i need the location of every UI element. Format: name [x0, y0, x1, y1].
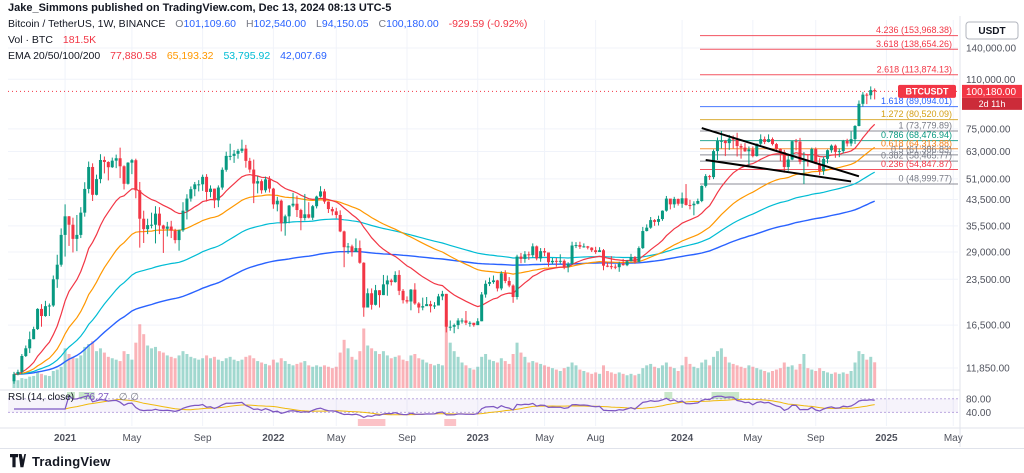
rsi-pane-layer [0, 389, 960, 426]
time-axis-label: Sep [807, 433, 825, 444]
brand-wordmark[interactable]: TradingView [32, 453, 111, 469]
fib-label: 0.236 (54,847.87) [881, 159, 952, 169]
close-value: 100,180.00 [386, 18, 439, 30]
svg-text:100,180.00: 100,180.00 [966, 87, 1016, 98]
volume-layer [12, 320, 877, 388]
trendline [701, 127, 860, 178]
attribution-text: Jake_Simmons published on TradingView.co… [8, 2, 392, 14]
time-axis-label: 2025 [875, 433, 898, 444]
time-axis-label: Sep [398, 433, 416, 444]
open-value: 101,109.60 [183, 18, 237, 30]
bar-countdown-badge [962, 97, 1022, 110]
tradingview-logo-icon[interactable] [10, 454, 26, 468]
ema-label: EMA 20/50/100/200 [8, 50, 101, 62]
change-value: -929.59 (-0.92%) [448, 18, 528, 30]
price-axis-label: 43,500.00 [966, 195, 1011, 206]
price-axis-label: 16,500.00 [966, 321, 1011, 332]
price-axis-label: 11,850.00 [966, 364, 1010, 375]
price-axis-label: 29,000.00 [966, 248, 1011, 259]
fib-label: 3.618 (138,654.26) [876, 39, 952, 49]
ema20-value: 77,880.58 [110, 50, 157, 62]
time-axis[interactable]: 2021 May Sep 2022 May Sep 2023 May Aug 2024 May Sep… [0, 427, 1024, 444]
open-label: O [175, 18, 184, 30]
fib-label: 1.618 (89,094.01) [881, 96, 952, 106]
time-axis-label: 2021 [54, 433, 77, 444]
svg-text:2d 11h: 2d 11h [979, 99, 1006, 109]
price-axis-label: 140,000.00 [966, 44, 1016, 55]
trendline [705, 158, 852, 183]
fib-retracement-layer: 4.236 (153,968.38) 3.618 (138,654.26) 2.61… [700, 25, 958, 185]
fib-label: 0 (48,999.77) [898, 174, 952, 184]
time-axis-label: Sep [194, 433, 212, 444]
low-value: 94,150.05 [321, 18, 369, 30]
last-price-badge [962, 84, 1022, 98]
candles-layer [12, 86, 877, 384]
fib-label: 4.236 (153,968.38) [876, 25, 952, 35]
price-axis-label: 63,000.00 [966, 147, 1011, 158]
fib-label: 0.5 (61,386.83) [891, 144, 952, 154]
trendlines-layer [8, 90, 958, 183]
time-axis-label: 2023 [467, 433, 490, 444]
svg-text:BTCUSDT: BTCUSDT [906, 86, 949, 96]
rsi-axis-label: 80.00 [966, 394, 991, 405]
price-axis-label: 75,000.00 [966, 124, 1011, 135]
currency-label: USDT [978, 26, 1005, 37]
fib-label: 2.618 (113,874.13) [877, 64, 952, 74]
ema-legend[interactable]: EMA 20/50/100/200 77,880.58 65,193.32 53… [8, 50, 327, 62]
time-axis-label: May [122, 433, 141, 444]
symbol-legend[interactable]: Bitcoin / TetherUS, 1W, BINANCE O101,109… [8, 18, 527, 30]
price-axis-label: 51,000.00 [966, 174, 1011, 185]
price-axis-label: 110,000.00 [966, 75, 1016, 86]
grid-layer [8, 20, 958, 426]
ema50-value: 65,193.32 [166, 50, 214, 62]
fib-label: 0.618 (64,313.88) [881, 138, 952, 148]
time-axis-label: 2022 [262, 433, 285, 444]
time-axis-label: 2024 [671, 433, 694, 444]
symbol-badge [898, 84, 956, 98]
fib-label: 1.272 (80,520.09) [881, 109, 952, 119]
time-axis-label: Aug [587, 433, 605, 444]
price-axis-label: 35,500.00 [966, 221, 1011, 232]
ema-layer [13, 123, 876, 375]
time-axis-label: May [327, 433, 346, 444]
close-label: C [378, 18, 387, 30]
rsi-label: RSI (14, close) [8, 392, 75, 403]
ema200-value: 42,007.69 [280, 50, 327, 62]
time-axis-label: May [944, 433, 963, 444]
high-label: H [245, 18, 254, 30]
time-axis-label: May [743, 433, 762, 444]
rsi-axis-label: 40.00 [966, 408, 991, 419]
low-label: L [316, 18, 322, 30]
volume-value: 181.5K [62, 34, 97, 46]
fib-label: 1 (73,779.89) [898, 121, 952, 131]
volume-label: Vol · BTC [8, 34, 53, 46]
symbol-title[interactable]: Bitcoin / TetherUS, 1W, BINANCE [8, 18, 166, 30]
currency-toggle [965, 21, 1019, 40]
price-axis[interactable]: USDT 140,000.00 110,000.00 75,000.00 63,000.… [959, 16, 1019, 447]
rsi-legend[interactable]: RSI (14, close) 76.27 ∅ ∅ [8, 392, 139, 403]
fib-label: 0.382 (58,465.77) [881, 151, 952, 161]
high-value: 102,540.00 [253, 18, 307, 30]
ema100-value: 53,795.92 [223, 50, 271, 62]
time-axis-label: May [535, 433, 554, 444]
rsi-hidden-series-icon: ∅ ∅ [118, 392, 139, 403]
fib-label: 0.786 (68,476.94) [881, 130, 952, 140]
footer-bar: TradingView [0, 448, 1024, 473]
rsi-value: 76.27 [83, 392, 109, 403]
volume-legend[interactable]: Vol · BTC 181.5K [8, 34, 96, 46]
attribution-bar: Jake_Simmons published on TradingView.co… [8, 2, 391, 14]
price-axis-label: 23,500.00 [966, 275, 1011, 286]
